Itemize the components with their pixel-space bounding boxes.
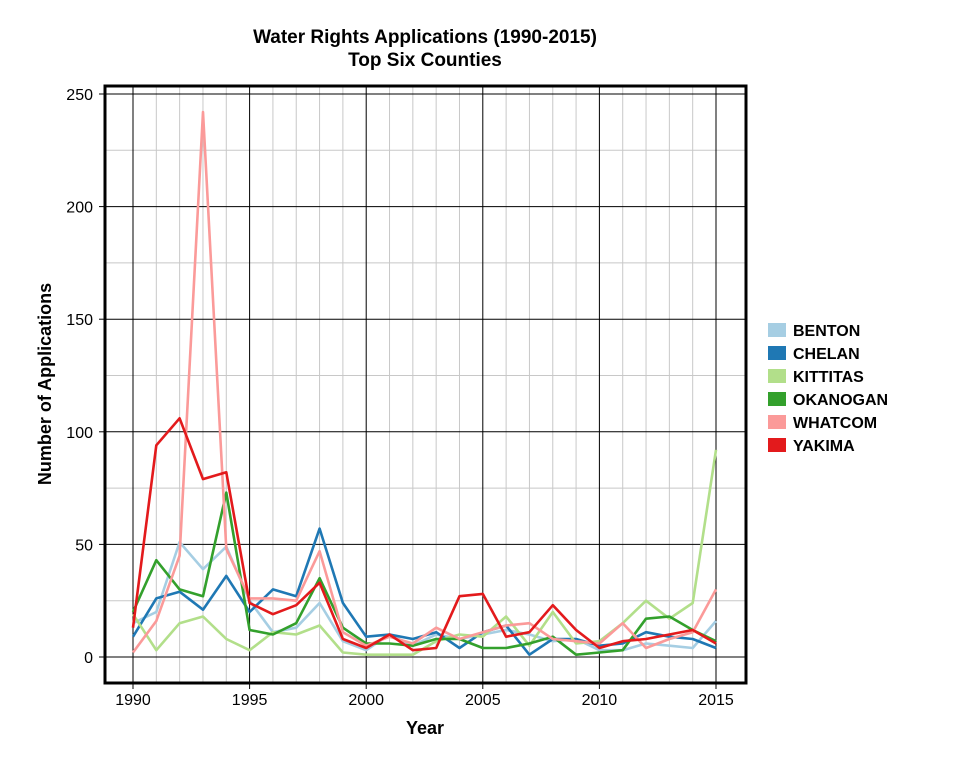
legend-item-yakima: YAKIMA [768,438,855,455]
legend-swatch [768,415,786,429]
y-axis-label: Number of Applications [35,283,55,485]
legend-label: WHATCOM [793,415,877,432]
grid [105,86,746,683]
legend-swatch [768,392,786,406]
chart-subtitle: Top Six Counties [348,50,502,71]
x-tick-label: 2010 [582,692,618,709]
series-lines [131,110,718,657]
legend-swatch [768,346,786,360]
x-tick-label: 2005 [465,692,501,709]
y-tick-label: 100 [66,425,93,442]
legend-swatch [768,323,786,337]
chart-title: Water Rights Applications (1990-2015) [253,27,597,48]
legend-swatch [768,369,786,383]
legend: BENTON CHELAN KITTITAS OKANOGAN WHATCOM YAKIM… [768,323,888,455]
x-axis-label: Year [406,718,444,738]
legend-item-kittitas: KITTITAS [768,369,864,386]
x-tick-label: 1990 [115,692,151,709]
y-tick-label: 200 [66,200,93,217]
legend-item-okanogan: OKANOGAN [768,392,888,409]
series-line-okanogan [131,491,717,657]
legend-label: BENTON [793,323,860,340]
legend-item-whatcom: WHATCOM [768,415,877,432]
y-tick-label: 50 [75,537,93,554]
y-tick-label: 0 [84,650,93,667]
series-line-yakima [131,416,717,652]
legend-label: KITTITAS [793,369,864,386]
x-tick-label: 1995 [232,692,268,709]
y-tick-label: 250 [66,87,93,104]
y-tick-label: 150 [66,312,93,329]
x-tick-label: 2015 [698,692,734,709]
series-line-whatcom [131,110,718,654]
plot-frame [103,84,748,685]
legend-item-chelan: CHELAN [768,346,860,363]
legend-swatch [768,438,786,452]
x-tick-label: 2000 [348,692,384,709]
legend-label: YAKIMA [793,438,855,455]
legend-label: OKANOGAN [793,392,888,409]
legend-label: CHELAN [793,346,860,363]
legend-item-benton: BENTON [768,323,860,340]
tick-labels: 1990 1995 2000 2005 2010 2015 0 50 100 150 200 250 [66,87,734,709]
